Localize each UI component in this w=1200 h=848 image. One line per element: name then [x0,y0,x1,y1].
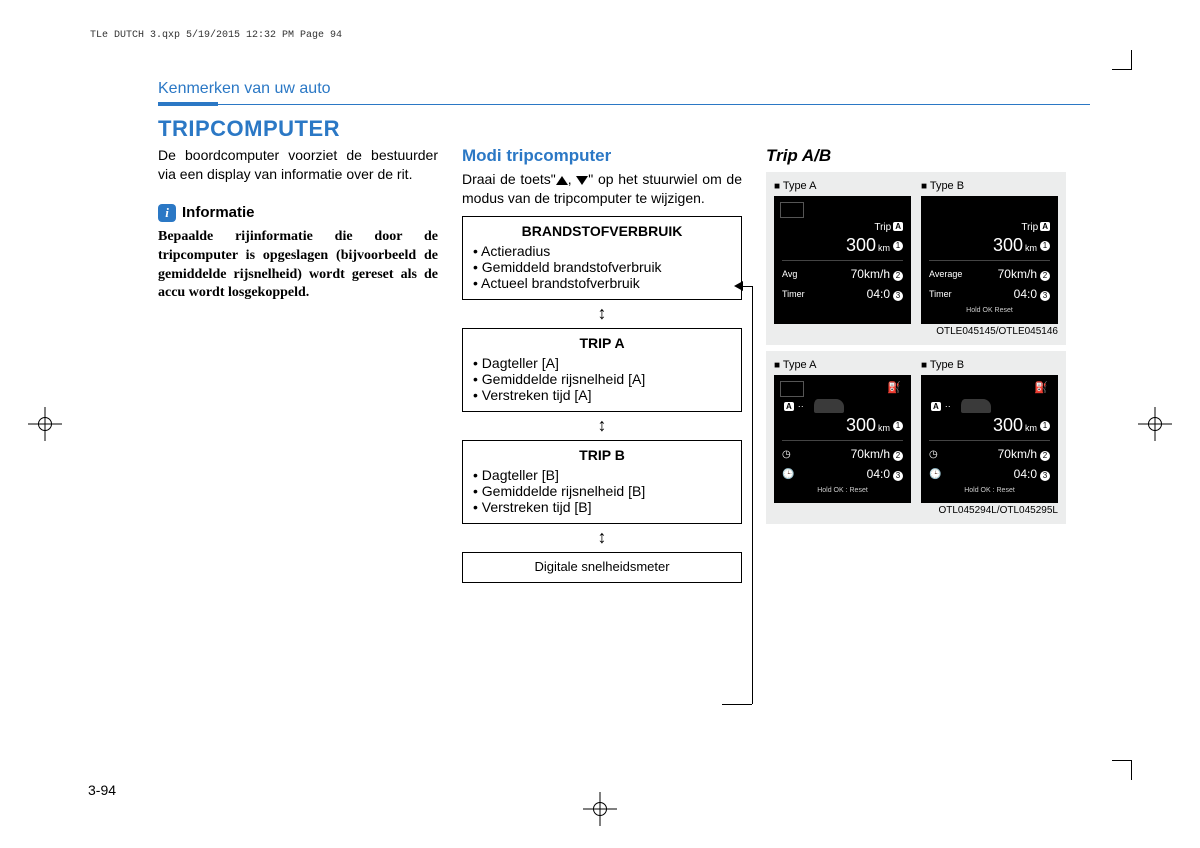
figure-code: OTLE045145/OTLE045146 [774,326,1058,337]
flow-item: Gemiddelde rijsnelheid [A] [473,371,731,387]
trip-marker: A [931,402,941,411]
trip-distance: 300 [846,415,876,435]
modes-intro-pre: Draai de toets" [462,171,556,187]
unit-label: km/h [864,447,890,461]
trip-distance: 300 [993,415,1023,435]
flow-arrow: ↕ [462,300,742,328]
flow-item: Gemiddelde rijsnelheid [B] [473,483,731,499]
flow-item: Actueel brandstofverbruik [473,275,731,291]
timer-value: 04:0 [1014,287,1037,301]
timer-label: Timer [929,289,952,299]
type-label: Type B [921,180,1058,192]
unit-label: km [1025,423,1037,433]
flow-item: Verstreken tijd [B] [473,499,731,515]
flow-item: Verstreken tijd [A] [473,387,731,403]
column-displays: Trip A/B Type A TripA 300km1 Avg70km/h2 … [766,146,1066,583]
unit-label: km/h [1011,267,1037,281]
timer-value: 04:0 [867,287,890,301]
registration-mark [1138,407,1172,441]
registration-mark [28,407,62,441]
clock-icon: 🕒 [929,469,943,480]
info-heading: Informatie [182,204,255,221]
info-icon: i [158,204,176,222]
unit-label: km/h [864,267,890,281]
file-header: TLe DUTCH 3.qxp 5/19/2015 12:32 PM Page … [90,30,342,41]
car-icon [961,399,991,413]
flow-item: Dagteller [A] [473,355,731,371]
flow-box-title: TRIP A [473,335,731,351]
trip-distance: 300 [846,235,876,255]
unit-label: km [878,423,890,433]
flow-item: Dagteller [B] [473,467,731,483]
display-panel-set-1: Type A TripA 300km1 Avg70km/h2 Timer04:0… [766,172,1066,345]
flow-box-fuel: BRANDSTOFVERBRUIK Actieradius Gemiddeld … [462,216,742,300]
type-label: Type A [774,180,911,192]
timer-value: 04:0 [867,467,890,481]
page-title: TRIPCOMPUTER [158,116,1090,142]
crop-mark [1112,50,1132,70]
display-panel-set-2: Type A ⛽ A·· 300km1 ◷70km/h2 🕒04:03 Hold… [766,351,1066,524]
flow-arrow: ↕ [462,524,742,552]
avg-value: 70 [851,267,864,281]
avg-label: Average [929,269,962,279]
trip-ab-heading: Trip A/B [766,146,1066,166]
up-triangle-icon [556,176,568,185]
column-modes: Modi tripcomputer Draai de toets", " op … [462,146,742,583]
fuel-icon: ⛽ [887,381,901,394]
avg-value: 70 [851,447,864,461]
flow-box-trip-b: TRIP B Dagteller [B] Gemiddelde rijsnelh… [462,440,742,524]
type-label: Type B [921,359,1058,371]
modes-intro: Draai de toets", " op het stuurwiel om d… [462,170,742,208]
lcd-screen: TripA 300km1 Avg70km/h2 Timer04:03 [774,196,911,324]
unit-label: km/h [1011,447,1037,461]
flow-box-title: Digitale snelheidsmeter [473,559,731,574]
type-label: Type A [774,359,911,371]
figure-code: OTL045294L/OTL045295L [774,505,1058,516]
timer-value: 04:0 [1014,467,1037,481]
flow-item: Gemiddeld brandstofverbruik [473,259,731,275]
modes-heading: Modi tripcomputer [462,146,742,166]
page-number: 3-94 [88,782,116,798]
flow-box-title: TRIP B [473,447,731,463]
clock-icon: 🕒 [782,469,796,480]
timer-label: Timer [782,289,805,299]
intro-text: De boordcomputer voorziet de bestuurder … [158,146,438,184]
reset-hint: Hold OK Reset [929,307,1050,314]
speed-icon: ◷ [782,449,796,460]
info-body: Bepaalde rijinformatie die door de tripc… [158,228,438,304]
avg-value: 70 [998,267,1011,281]
lcd-screen: ⛽ A·· 300km1 ◷70km/h2 🕒04:03 Hold OK : R… [774,375,911,503]
flow-item: Actieradius [473,243,731,259]
down-triangle-icon [576,176,588,185]
trip-label: Trip [1021,222,1038,233]
fuel-icon: ⛽ [1034,381,1048,394]
flow-arrow: ↕ [462,412,742,440]
unit-label: km [1025,243,1037,253]
unit-label: km [878,243,890,253]
crop-mark [1112,760,1132,780]
avg-value: 70 [998,447,1011,461]
registration-mark [583,792,617,826]
column-intro: De boordcomputer voorziet de bestuurder … [158,146,438,583]
flow-box-title: BRANDSTOFVERBRUIK [473,223,731,239]
lcd-screen: ⛽ A·· 300km1 ◷70km/h2 🕒04:03 Hold OK : R… [921,375,1058,503]
flow-box-speed: Digitale snelheidsmeter [462,552,742,583]
car-icon [814,399,844,413]
flow-box-trip-a: TRIP A Dagteller [A] Gemiddelde rijsnelh… [462,328,742,412]
trip-label: Trip [874,222,891,233]
speed-icon: ◷ [929,449,943,460]
header-rule [158,102,1090,106]
trip-distance: 300 [993,235,1023,255]
avg-label: Avg [782,269,797,279]
page-content: Kenmerken van uw auto TRIPCOMPUTER De bo… [90,80,1090,758]
reset-hint: Hold OK : Reset [782,487,903,494]
trip-marker: A [784,402,794,411]
lcd-screen: TripA 300km1 Average70km/h2 Timer04:03 H… [921,196,1058,324]
section-header: Kenmerken van uw auto [158,80,1090,98]
reset-hint: Hold OK : Reset [929,487,1050,494]
